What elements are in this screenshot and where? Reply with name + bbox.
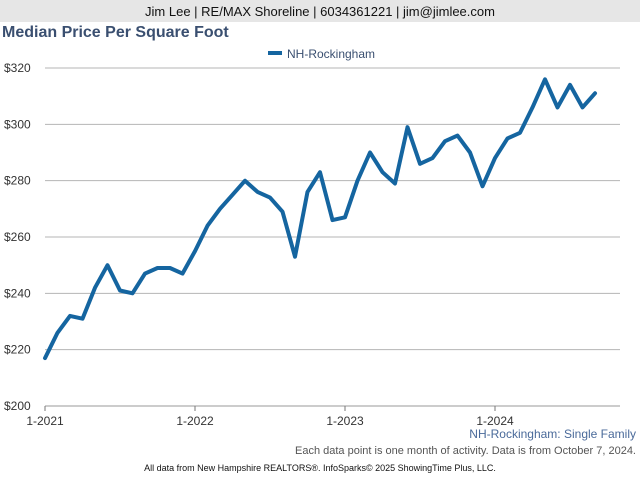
data-point: [493, 156, 497, 160]
data-point: [81, 317, 85, 321]
data-point: [193, 249, 197, 253]
legend-label: NH-Rockingham: [287, 47, 375, 61]
y-tick-label: $280: [4, 174, 31, 188]
y-axis-ticks: $200 $220 $240 $260 $280 $300 $320: [4, 61, 31, 413]
data-point: [531, 105, 535, 109]
data-point: [131, 291, 135, 295]
data-point: [143, 272, 147, 276]
x-axis-ticks: 1-2021 1-2022 1-2023 1-2024: [26, 406, 514, 428]
data-point: [593, 91, 597, 95]
data-point: [481, 184, 485, 188]
data-point: [506, 136, 510, 140]
x-tick-label: 1-2021: [26, 414, 64, 428]
data-point: [281, 210, 285, 214]
x-tick-label: 1-2022: [176, 414, 214, 428]
data-point: [343, 215, 347, 219]
data-point: [368, 151, 372, 155]
data-point: [243, 179, 247, 183]
data-point: [543, 77, 547, 81]
data-point: [318, 170, 322, 174]
y-tick-label: $320: [4, 61, 31, 75]
data-point: [406, 125, 410, 129]
data-point: [418, 162, 422, 166]
chart-title: Median Price Per Square Foot: [2, 24, 229, 41]
data-point: [206, 224, 210, 228]
data-point: [443, 139, 447, 143]
data-point: [68, 314, 72, 318]
data-point: [118, 289, 122, 293]
y-tick-label: $300: [4, 117, 31, 131]
x-tick-label: 1-2023: [326, 414, 364, 428]
data-point: [556, 105, 560, 109]
chart-subtitle: NH-Rockingham: Single Family: [469, 427, 636, 441]
y-tick-label: $260: [4, 230, 31, 244]
data-point: [256, 190, 260, 194]
legend: NH-Rockingham: [268, 47, 375, 61]
y-tick-label: $220: [4, 343, 31, 357]
header-contact-text: Jim Lee | RE/MAX Shoreline | 6034361221 …: [145, 3, 495, 19]
data-point: [581, 105, 585, 109]
data-point: [93, 286, 97, 290]
gridlines: [45, 67, 620, 407]
data-point: [43, 356, 47, 360]
data-point: [218, 207, 222, 211]
data-note: Each data point is one month of activity…: [295, 445, 636, 457]
data-point: [331, 218, 335, 222]
data-point: [181, 272, 185, 276]
series-line: [43, 77, 597, 361]
data-point: [518, 131, 522, 135]
footer-attribution: All data from New Hampshire REALTORS®. I…: [144, 463, 496, 473]
data-point: [268, 196, 272, 200]
data-point: [356, 179, 360, 183]
data-point: [231, 193, 235, 197]
data-point: [56, 331, 60, 335]
data-point: [456, 134, 460, 138]
x-tick-label: 1-2024: [476, 414, 514, 428]
data-point: [381, 170, 385, 174]
data-point: [468, 151, 472, 155]
data-point: [568, 83, 572, 87]
data-point: [393, 181, 397, 185]
data-point: [168, 266, 172, 270]
data-point: [106, 263, 110, 267]
y-tick-label: $240: [4, 286, 31, 300]
y-tick-label: $200: [4, 399, 31, 413]
header-bar: Jim Lee | RE/MAX Shoreline | 6034361221 …: [0, 0, 640, 22]
data-point: [431, 156, 435, 160]
data-point: [293, 255, 297, 259]
series-group: [43, 77, 597, 361]
data-point: [306, 190, 310, 194]
data-point: [156, 266, 160, 270]
